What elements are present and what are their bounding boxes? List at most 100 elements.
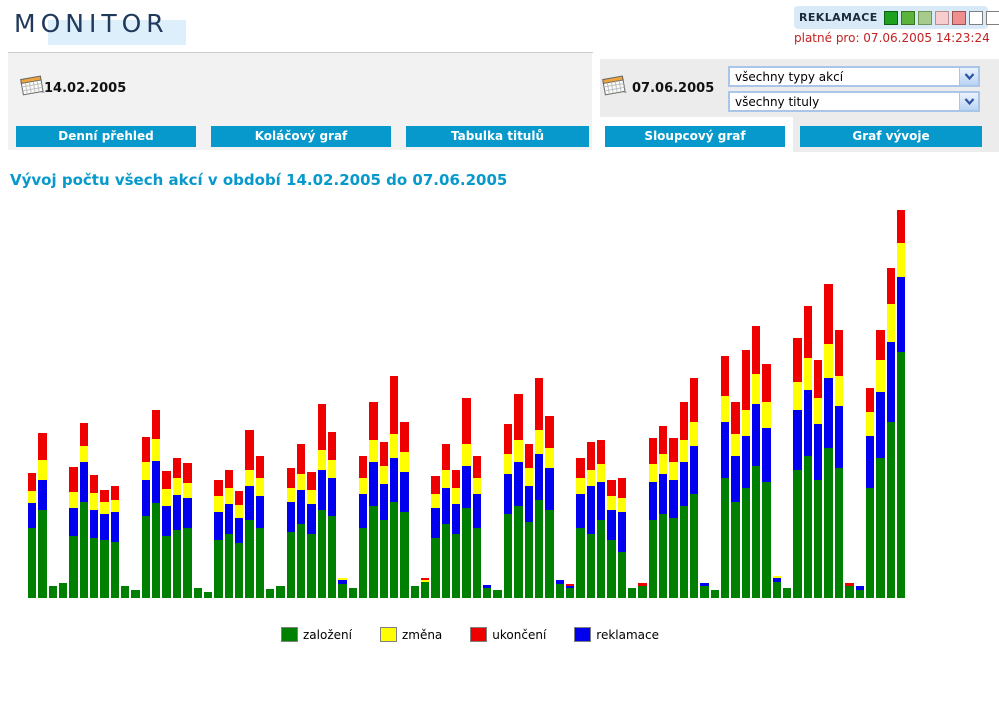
stacked-bar-chart xyxy=(28,205,906,598)
chart-bar xyxy=(296,444,306,598)
bar-segment-ukonceni xyxy=(307,472,316,490)
reklamace-scale-square xyxy=(951,10,966,25)
bar-segment-zalozeni xyxy=(348,588,357,598)
bar-segment-ukonceni xyxy=(607,480,616,496)
legend-swatch xyxy=(281,627,298,642)
chart-title: Vývoj počtu všech akcí v období 14.02.20… xyxy=(10,171,508,189)
chart-bar xyxy=(503,424,513,598)
bar-segment-zalozeni xyxy=(307,534,316,598)
chart-bar xyxy=(203,592,213,598)
bar-segment-reklamace xyxy=(483,585,492,588)
bar-segment-reklamace xyxy=(172,495,182,530)
bar-segment-zmena xyxy=(824,344,833,378)
bar-segment-zmena xyxy=(359,478,368,494)
bar-segment-ukonceni xyxy=(886,268,895,304)
chart-bar xyxy=(483,585,492,598)
bar-segment-zalozeni xyxy=(596,520,606,598)
bar-segment-reklamace xyxy=(152,461,161,503)
chevron-down-icon[interactable] xyxy=(959,68,978,85)
chart-bar xyxy=(276,586,285,598)
tab-kolacovy-graf[interactable]: Koláčový graf xyxy=(211,126,391,147)
bar-segment-ukonceni xyxy=(359,456,368,478)
bar-segment-zalozeni xyxy=(183,528,192,598)
app-logo: MONITOR xyxy=(14,9,169,38)
bar-segment-zalozeni xyxy=(793,470,802,598)
bar-segment-zalozeni xyxy=(845,586,854,598)
bar-segment-zmena xyxy=(793,382,802,410)
bar-segment-zmena xyxy=(286,488,295,502)
tab-graf-vyvoje[interactable]: Graf vývoje xyxy=(800,126,982,147)
chart-bar xyxy=(390,376,399,598)
bar-segment-reklamace xyxy=(762,428,771,482)
bar-segment-zalozeni xyxy=(79,502,89,598)
reklamace-scale-squares xyxy=(883,10,999,25)
calendar-icon-from[interactable] xyxy=(20,74,46,98)
tab-sloupcovy-graf[interactable]: Sloupcový graf xyxy=(605,126,785,147)
bar-segment-zalozeni xyxy=(203,592,213,598)
legend-swatch xyxy=(574,627,592,642)
chart-bar xyxy=(638,583,647,598)
bar-segment-zalozeni xyxy=(28,528,37,598)
action-type-select-value: všechny typy akcí xyxy=(735,69,844,84)
chart-bar xyxy=(690,378,699,598)
chevron-down-icon[interactable] xyxy=(959,93,978,110)
bar-segment-zmena xyxy=(296,474,306,490)
bar-segment-zmena xyxy=(338,578,347,580)
bar-segment-reklamace xyxy=(100,514,109,540)
bar-segment-ukonceni xyxy=(514,394,523,440)
tab-denni-prehled[interactable]: Denní přehled xyxy=(16,126,196,147)
bar-segment-ukonceni xyxy=(576,458,585,478)
chart-bar xyxy=(234,491,244,598)
chart-bar xyxy=(658,426,668,598)
bar-segment-zmena xyxy=(514,440,523,462)
reklamace-scale-square xyxy=(917,10,932,25)
reklamace-scale-square xyxy=(934,10,949,25)
bar-segment-zmena xyxy=(421,580,430,582)
bar-segment-zalozeni xyxy=(524,522,533,598)
calendar-icon-to[interactable] xyxy=(602,74,628,98)
bar-segment-ukonceni xyxy=(224,470,233,488)
chart-bar xyxy=(452,470,461,598)
chart-bar xyxy=(472,456,482,598)
bar-segment-zmena xyxy=(596,464,606,482)
bar-segment-reklamace xyxy=(700,583,709,586)
bar-segment-ukonceni xyxy=(762,364,771,402)
bar-segment-ukonceni xyxy=(245,430,254,470)
chart-bar xyxy=(772,576,782,598)
date-from-value: 14.02.2005 xyxy=(44,81,127,96)
bar-segment-reklamace xyxy=(669,480,678,518)
bar-segment-zmena xyxy=(472,478,482,494)
bar-segment-ukonceni xyxy=(534,378,544,430)
chart-bar xyxy=(886,268,895,598)
bar-segment-ukonceni xyxy=(658,426,668,454)
bar-segment-ukonceni xyxy=(327,432,337,460)
bar-segment-ukonceni xyxy=(793,338,802,382)
bar-segment-reklamace xyxy=(441,488,451,524)
bar-segment-ukonceni xyxy=(162,471,171,489)
bar-segment-zalozeni xyxy=(814,480,823,598)
bar-segment-zalozeni xyxy=(700,586,709,598)
chart-bar xyxy=(752,326,761,598)
chart-bar xyxy=(545,416,554,598)
tab-tabulka-titulu[interactable]: Tabulka titulů xyxy=(406,126,589,147)
bar-segment-reklamace xyxy=(69,508,78,536)
title-select[interactable]: všechny tituly xyxy=(728,91,980,112)
bar-segment-reklamace xyxy=(286,502,295,532)
chart-bar xyxy=(69,467,78,598)
bar-segment-ukonceni xyxy=(90,475,99,493)
bar-segment-zalozeni xyxy=(772,582,782,598)
bar-segment-reklamace xyxy=(886,342,895,422)
bar-segment-ukonceni xyxy=(524,444,533,468)
bar-segment-zmena xyxy=(162,489,171,506)
action-type-select[interactable]: všechny typy akcí xyxy=(728,66,980,87)
bar-segment-ukonceni xyxy=(100,490,109,502)
bar-segment-ukonceni xyxy=(845,583,854,586)
bar-segment-zalozeni xyxy=(224,534,233,598)
chart-bar xyxy=(762,364,771,598)
bar-segment-zmena xyxy=(317,450,326,470)
bar-segment-reklamace xyxy=(379,484,389,520)
bar-segment-ukonceni xyxy=(896,210,906,243)
chart-bar xyxy=(141,437,151,598)
reklamace-scale-square xyxy=(985,10,999,25)
bar-segment-reklamace xyxy=(576,494,585,528)
